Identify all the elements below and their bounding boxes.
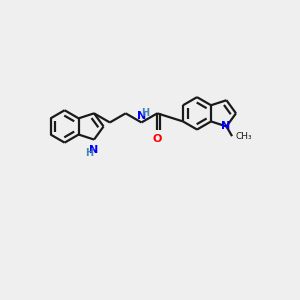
Text: H: H: [141, 108, 149, 118]
Text: H: H: [85, 148, 93, 158]
Text: CH₃: CH₃: [236, 132, 253, 141]
Text: O: O: [153, 134, 162, 144]
Text: N: N: [221, 122, 230, 131]
Text: N: N: [89, 145, 98, 155]
Text: N: N: [137, 111, 146, 121]
